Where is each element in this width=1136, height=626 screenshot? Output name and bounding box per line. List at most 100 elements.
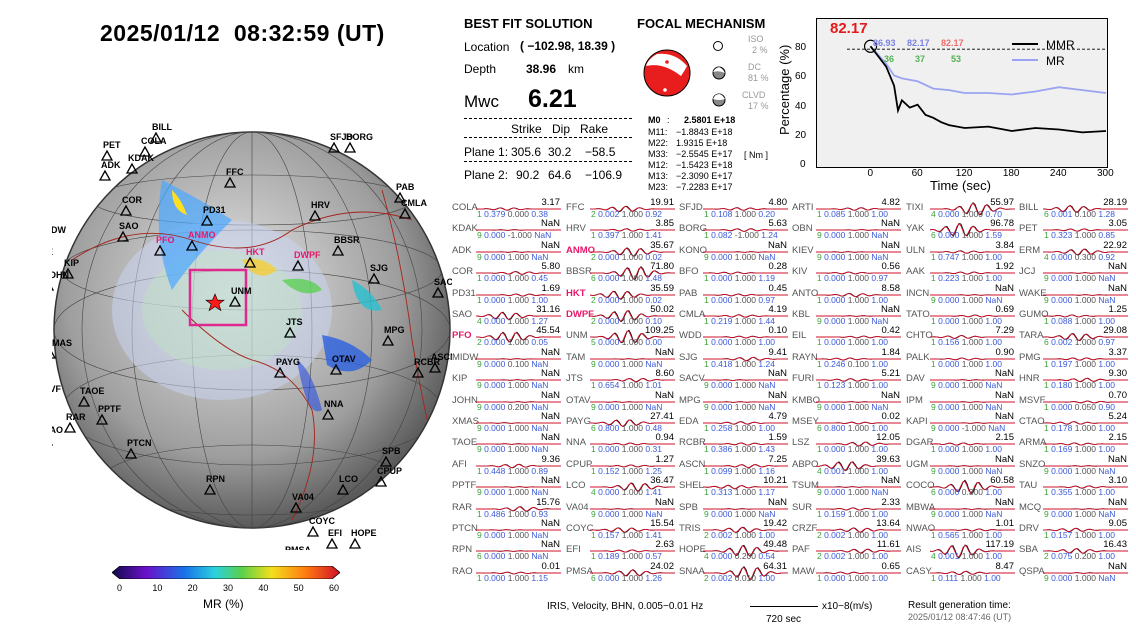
station-cell[interactable]: PMSA 24.02 6 0.000 1.000 1.26 (566, 561, 678, 583)
station-marker[interactable]: VA04 (289, 492, 314, 513)
station-cell[interactable]: RAYN 1.84 1 0.246 0.100 1.00 (792, 347, 904, 369)
station-cell[interactable]: ANMO 35.67 2 0.000 1.000 0.02 (566, 240, 678, 262)
station-cell[interactable]: MSEY 0.02 6 0.800 1.000 1.00 (792, 411, 904, 433)
station-cell[interactable]: SNAA 64.31 2 0.002 0.010 1.00 (679, 561, 791, 583)
station-cell[interactable]: EIL 0.42 1 0.000 1.000 1.00 (792, 325, 904, 347)
station-cell[interactable]: PPTF NaN 9 0.000 1.000 NaN (452, 475, 564, 497)
station-cell[interactable]: MAW 0.65 1 0.000 1.000 1.00 (792, 561, 904, 583)
station-cell[interactable]: SBA 16.43 2 0.075 0.200 1.00 (1019, 539, 1131, 561)
station-marker[interactable]: COR (119, 195, 143, 216)
station-marker[interactable]: XMAS (52, 338, 72, 359)
station-marker[interactable]: KIP (61, 258, 79, 279)
station-cell[interactable]: CTAO 5.24 1 0.178 1.000 1.00 (1019, 411, 1131, 433)
station-cell[interactable]: SACV NaN 9 0.000 1.000 NaN (679, 368, 791, 390)
station-cell[interactable]: TSUM NaN 9 0.000 1.000 NaN (792, 475, 904, 497)
station-cell[interactable]: ERM 22.92 4 0.000 0.300 0.92 (1019, 240, 1131, 262)
station-marker[interactable]: JOHN (52, 270, 69, 291)
station-cell[interactable]: DRV 9.05 1 0.157 1.000 1.00 (1019, 518, 1131, 540)
station-marker[interactable]: SAO (116, 221, 139, 242)
station-cell[interactable]: SAO 31.16 4 0.000 1.000 1.27 (452, 304, 564, 326)
station-marker[interactable]: WAKE (52, 247, 53, 267)
station-marker[interactable]: ADK (98, 160, 121, 181)
station-marker[interactable]: HRV (308, 200, 330, 221)
station-cell[interactable]: OTAV NaN 9 0.000 1.000 NaN (566, 390, 678, 412)
station-cell[interactable]: RCBR 1.59 1 0.386 1.000 1.43 (679, 432, 791, 454)
station-cell[interactable]: BFO 0.28 1 0.000 1.000 1.19 (679, 261, 791, 283)
station-cell[interactable]: PAB 0.45 1 0.000 1.000 0.97 (679, 283, 791, 305)
station-cell[interactable]: RAR 15.76 1 0.486 1.000 0.93 (452, 497, 564, 519)
station-marker[interactable]: RPN (203, 474, 225, 495)
station-cell[interactable]: ABPO 39.63 4 0.001 1.000 1.00 (792, 454, 904, 476)
station-cell[interactable]: YAK 96.78 6 0.000 1.000 1.59 (906, 218, 1018, 240)
station-cell[interactable]: BILL 28.19 6 0.001 0.100 1.28 (1019, 197, 1131, 219)
station-cell[interactable]: CHTO 7.29 1 0.156 1.000 1.00 (906, 325, 1018, 347)
station-cell[interactable]: NNA 0.94 1 0.000 1.000 0.31 (566, 432, 678, 454)
station-cell[interactable]: CPUP 1.27 1 0.152 1.000 1.25 (566, 454, 678, 476)
station-cell[interactable]: HOPE 49.48 4 0.000 0.200 0.54 (679, 539, 791, 561)
station-marker[interactable]: JTS (283, 317, 303, 338)
station-marker[interactable]: ASCN (428, 352, 452, 373)
station-cell[interactable]: KIV 0.56 1 0.000 1.000 0.97 (792, 261, 904, 283)
station-marker[interactable]: SJG (367, 263, 388, 284)
station-marker[interactable]: CPUP (374, 466, 402, 487)
station-cell[interactable]: TAU 3.10 1 0.355 1.000 1.00 (1019, 475, 1131, 497)
station-cell[interactable]: PALK 0.90 1 0.000 1.000 1.00 (906, 347, 1018, 369)
station-marker[interactable]: HKT (243, 247, 265, 268)
station-cell[interactable]: TRIS 19.42 2 0.002 1.000 1.00 (679, 518, 791, 540)
station-cell[interactable]: WDD 0.10 1 0.000 1.000 1.00 (679, 325, 791, 347)
station-cell[interactable]: KIP NaN 9 0.000 1.000 NaN (452, 368, 564, 390)
station-cell[interactable]: RAO 0.01 1 0.000 1.000 1.15 (452, 561, 564, 583)
station-cell[interactable]: MCQ NaN 9 0.000 1.000 NaN (1019, 497, 1131, 519)
station-cell[interactable]: CASY 8.47 1 0.111 1.000 1.00 (906, 561, 1018, 583)
station-marker[interactable]: TAOE (77, 386, 104, 407)
station-cell[interactable]: XMAS NaN 9 0.000 1.000 NaN (452, 411, 564, 433)
station-marker[interactable]: MPG (381, 325, 405, 346)
station-cell[interactable]: FFC 19.91 2 0.002 1.000 0.92 (566, 197, 678, 219)
station-cell[interactable]: COR 5.80 1 0.000 1.000 0.45 (452, 261, 564, 283)
station-cell[interactable]: MSVF 0.70 1 0.000 0.050 0.90 (1019, 390, 1131, 412)
station-marker[interactable]: BILL (149, 122, 172, 143)
station-cell[interactable]: PMG 3.37 1 0.197 1.000 1.00 (1019, 347, 1131, 369)
station-cell[interactable]: TAOE NaN 9 0.000 1.000 NaN (452, 432, 564, 454)
station-cell[interactable]: TAM NaN 9 0.000 1.000 NaN (566, 347, 678, 369)
station-marker[interactable]: SPB (379, 446, 401, 467)
station-cell[interactable]: UGM NaN 9 0.000 1.000 NaN (906, 454, 1018, 476)
station-cell[interactable]: SPB NaN 9 0.000 1.000 NaN (679, 497, 791, 519)
station-cell[interactable]: SJG 9.41 1 0.418 1.000 1.24 (679, 347, 791, 369)
station-cell[interactable]: IPM NaN 9 0.000 1.000 NaN (906, 390, 1018, 412)
station-cell[interactable]: SFJD 4.80 1 0.108 1.000 0.20 (679, 197, 791, 219)
station-marker[interactable]: ANMO (185, 230, 216, 251)
station-marker[interactable]: KDAK (125, 153, 154, 174)
station-cell[interactable]: LCO 36.47 4 0.000 1.000 1.41 (566, 475, 678, 497)
station-marker[interactable]: UNM (228, 286, 252, 307)
station-cell[interactable]: AIS 117.19 4 0.001 1.000 1.00 (906, 539, 1018, 561)
station-cell[interactable]: MBWA NaN 9 0.000 1.000 NaN (906, 497, 1018, 519)
station-cell[interactable]: TATO 0.69 1 0.000 1.000 1.00 (906, 304, 1018, 326)
station-marker[interactable]: RAO (52, 425, 63, 446)
station-cell[interactable]: VA04 NaN 9 0.000 1.000 NaN (566, 497, 678, 519)
station-cell[interactable]: CMLA 4.19 1 0.219 1.000 1.44 (679, 304, 791, 326)
station-cell[interactable]: PTCN NaN 9 0.000 1.000 NaN (452, 518, 564, 540)
station-cell[interactable]: DAV NaN 9 0.000 1.000 NaN (906, 368, 1018, 390)
station-marker[interactable]: MIDW (52, 225, 66, 245)
station-cell[interactable]: SNZO NaN 9 0.000 1.000 NaN (1019, 454, 1131, 476)
station-marker[interactable]: COLA (138, 136, 167, 157)
station-cell[interactable]: BBSR 71.80 6 0.000 1.000 1.48 (566, 261, 678, 283)
station-cell[interactable]: TIXI 55.97 4 0.000 1.000 0.70 (906, 197, 1018, 219)
station-marker[interactable]: HOPE (348, 528, 377, 549)
station-marker[interactable]: RAR (63, 412, 86, 433)
station-cell[interactable]: CRZF 13.64 2 0.002 1.000 1.00 (792, 518, 904, 540)
station-cell[interactable]: MPG NaN 9 0.000 1.000 NaN (679, 390, 791, 412)
station-cell[interactable]: DWPF 50.02 2 0.000 1.000 0.10 (566, 304, 678, 326)
station-cell[interactable]: LSZ 12.05 1 0.000 1.000 1.00 (792, 432, 904, 454)
station-cell[interactable]: PAYG 27.41 6 0.800 1.000 0.48 (566, 411, 678, 433)
station-cell[interactable]: GUMO 1.25 1 0.088 1.000 1.00 (1019, 304, 1131, 326)
station-cell[interactable]: PAF 11.61 2 0.002 1.000 1.00 (792, 539, 904, 561)
station-cell[interactable]: BORG 5.63 1 0.082 -1.000 1.24 (679, 218, 791, 240)
station-cell[interactable]: PET 3.05 1 0.323 1.000 0.85 (1019, 218, 1131, 240)
station-marker[interactable]: SACV (431, 277, 452, 298)
station-cell[interactable]: HRV 3.85 1 0.397 1.000 1.41 (566, 218, 678, 240)
station-cell[interactable]: COLA 3.17 1 0.379 0.000 0.38 (452, 197, 564, 219)
station-cell[interactable]: WAKE NaN 9 0.000 1.000 NaN (1019, 283, 1131, 305)
station-marker[interactable]: RCBR (411, 357, 440, 378)
